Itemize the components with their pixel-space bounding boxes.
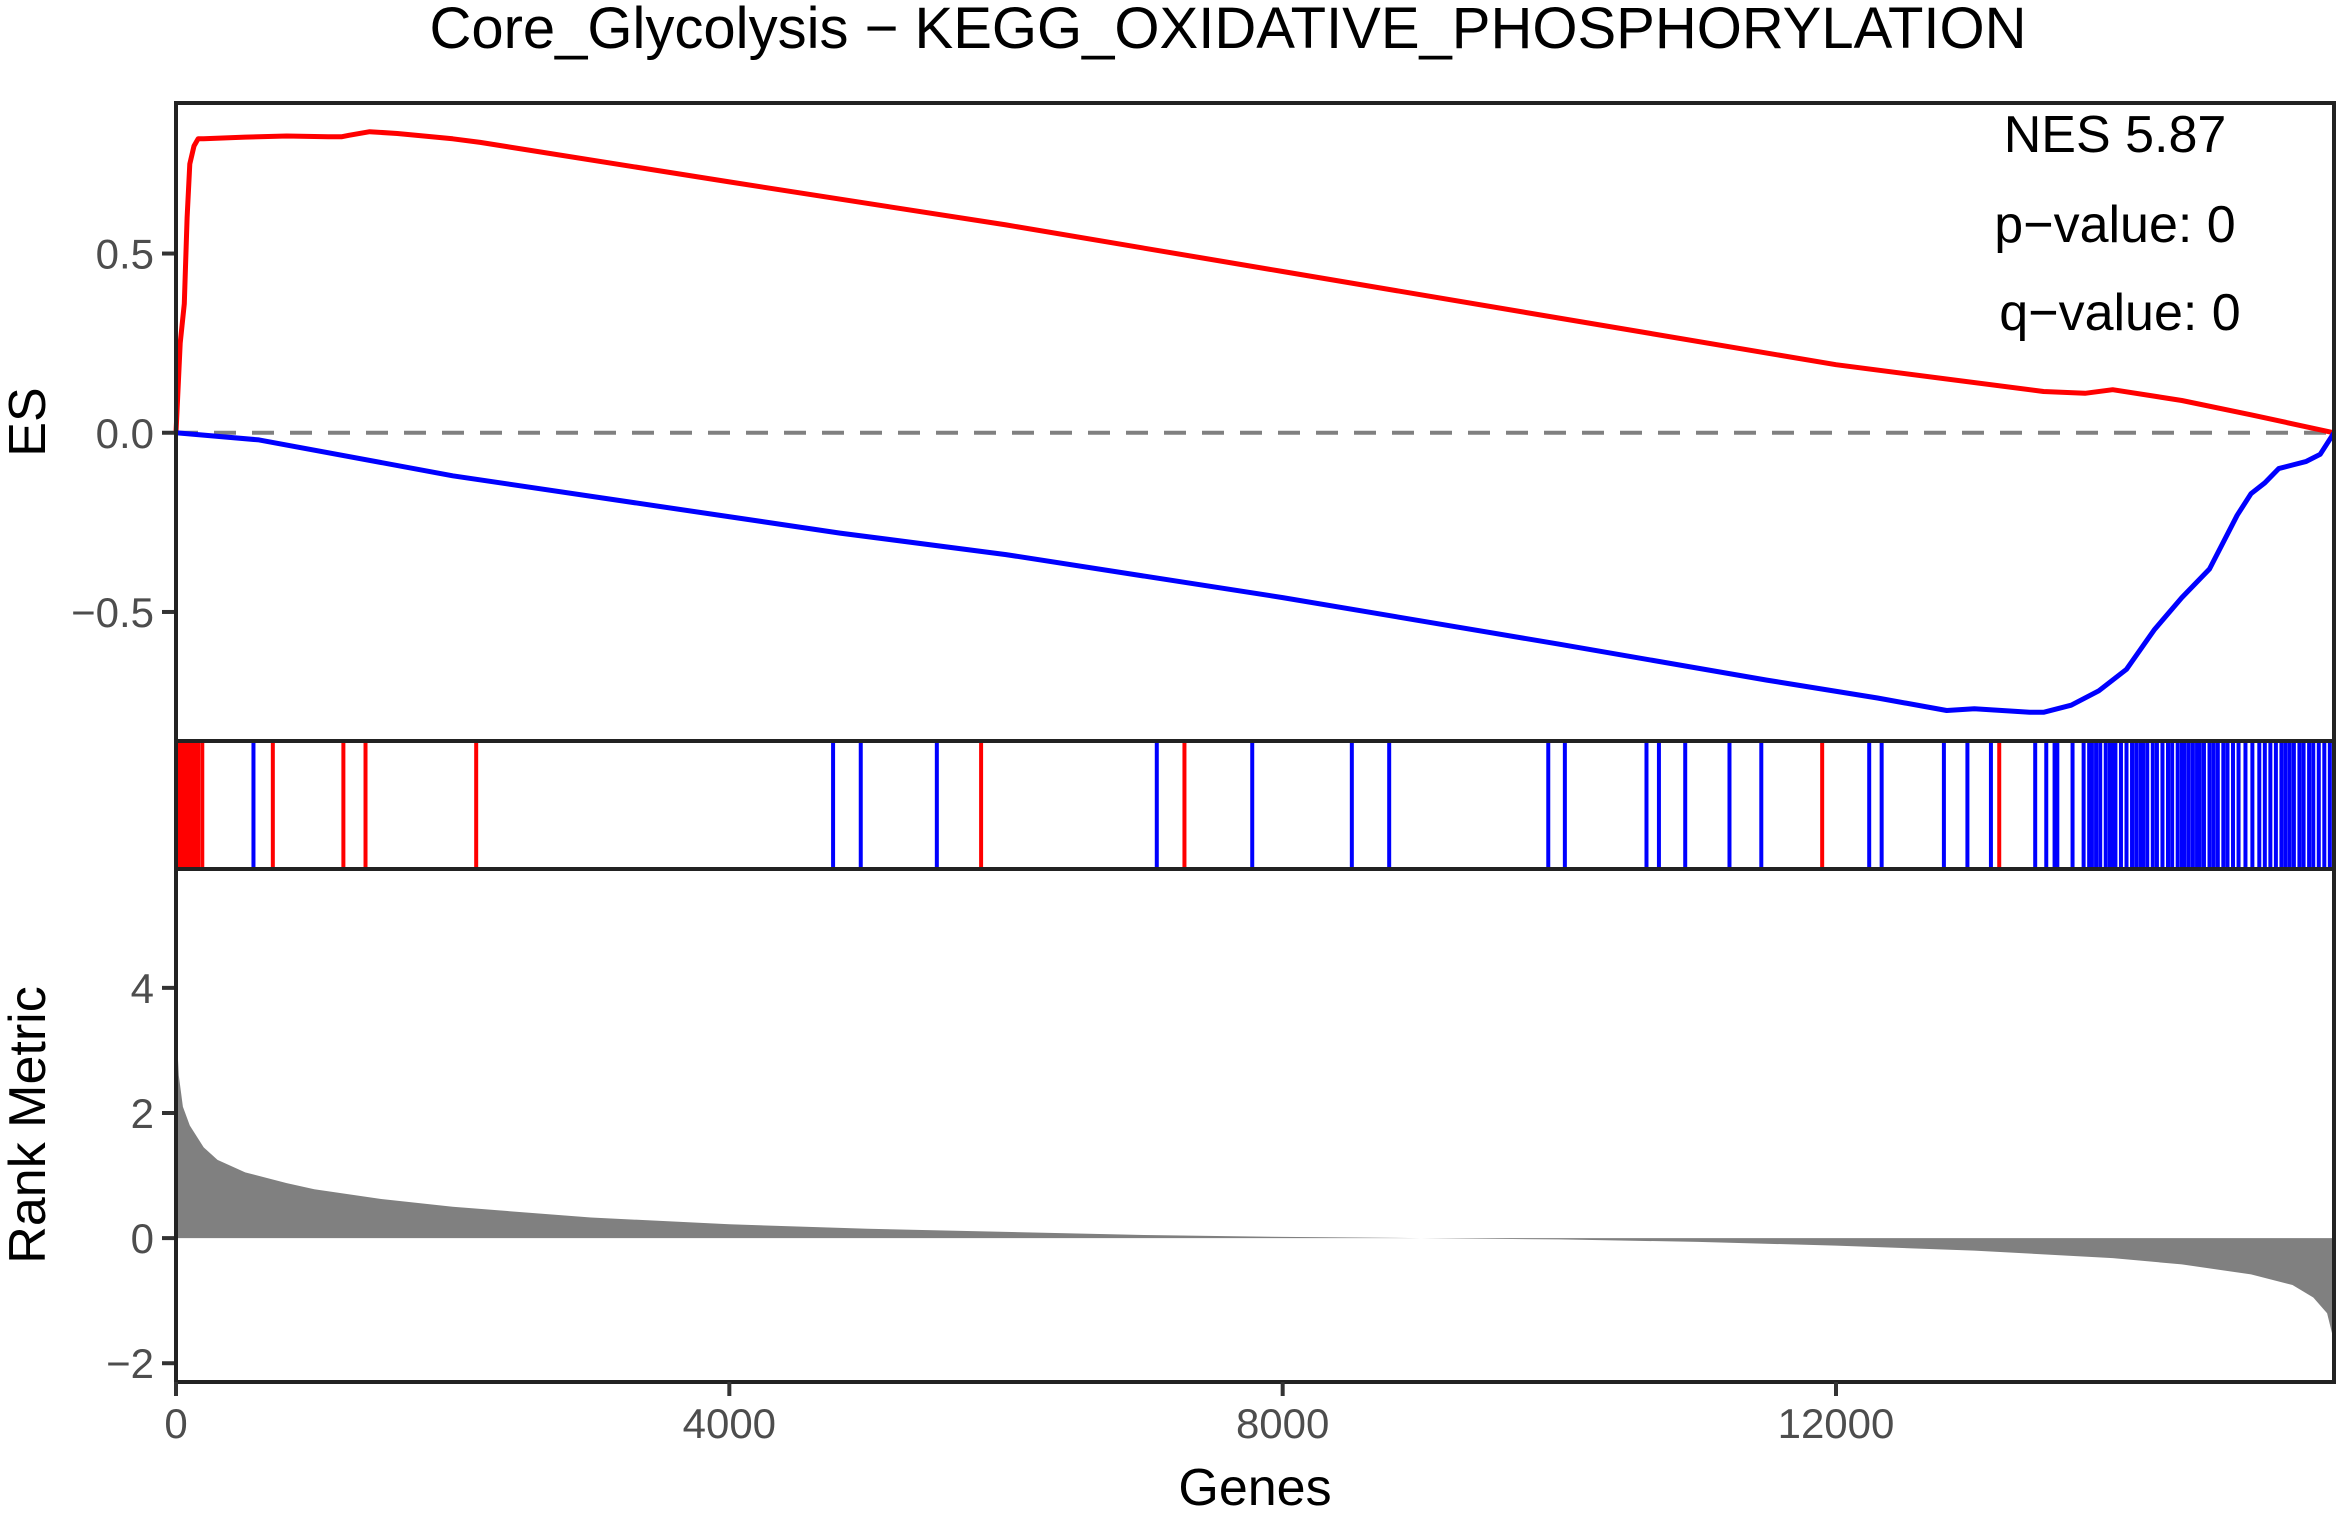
x-tick-label: 0 (164, 1400, 187, 1447)
chart-title: Core_Glycolysis − KEGG_OXIDATIVE_PHOSPHO… (429, 0, 2026, 61)
rank-tick-label: 0 (131, 1215, 154, 1262)
hits-panel-frame (174, 739, 2336, 871)
es-tick-label: −0.5 (71, 589, 154, 636)
x-tick-label: 8000 (1236, 1400, 1329, 1447)
hits-panel (174, 739, 2336, 871)
x-tick-label: 12000 (1778, 1400, 1895, 1447)
x-axis-title: Genes (1178, 1459, 1331, 1517)
rank-tick-label: 2 (131, 1090, 154, 1137)
rank-tick-label: −2 (106, 1340, 154, 1387)
x-axis-ticks: 0 4000 8000 12000 (164, 1382, 1894, 1447)
es-lines (173, 129, 2337, 715)
es-tick-label: 0.5 (96, 231, 154, 278)
hit-lines (176, 741, 2332, 869)
es-panel: 0.5 0.0 −0.5 NES 5.87 p−value: 0 q−value: … (71, 101, 2337, 743)
rank-axis-title: Rank Metric (0, 986, 57, 1263)
x-tick-label: 4000 (683, 1400, 776, 1447)
es-tick-label: 0.0 (96, 410, 154, 457)
es-curve-blue (175, 430, 2337, 715)
nes-label: NES 5.87 (2004, 106, 2227, 164)
rank-panel-frame (174, 867, 2336, 1384)
rank-y-ticks: 4 2 0 −2 (106, 965, 176, 1387)
rank-panel: 4 2 0 −2 (106, 867, 2336, 1387)
q-value-label: q−value: 0 (1999, 284, 2240, 342)
rank-metric-area (176, 1019, 2334, 1342)
es-axis-title: ES (0, 387, 57, 456)
rank-tick-label: 4 (131, 965, 154, 1012)
es-curve-red (173, 129, 2335, 436)
es-y-ticks: 0.5 0.0 −0.5 (71, 231, 176, 636)
p-value-label: p−value: 0 (1994, 196, 2235, 254)
